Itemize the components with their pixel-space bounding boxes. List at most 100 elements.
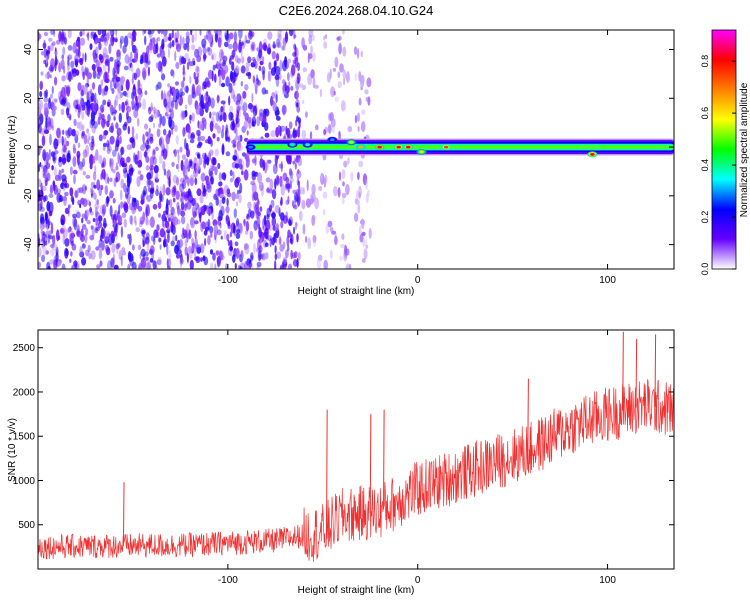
spectrogram-noise-cell (250, 252, 254, 262)
spectrogram-hotspot (305, 143, 310, 147)
spectrogram-noise-cell (289, 30, 294, 37)
spectrogram-noise-cell (91, 135, 94, 140)
spectrogram-noise-cell (180, 91, 185, 97)
spectrogram-noise-cell (107, 114, 111, 123)
spectrogram-noise-cell (168, 116, 173, 128)
spectrogram-noise-cell (287, 263, 293, 269)
spectrogram-noise-cell (202, 81, 207, 87)
spectrogram-noise-cell (179, 40, 185, 48)
spectrogram-noise-cell (182, 76, 186, 82)
spectrogram-noise-cell (262, 114, 267, 125)
spectrogram-noise-cell (159, 45, 162, 56)
spectrogram-noise-cell (62, 46, 66, 56)
spectrogram-noise-cell (250, 41, 255, 53)
spectrogram-noise-cell (81, 243, 86, 249)
spectrogram-noise-cell (317, 254, 323, 261)
spectrogram-noise-cell (208, 137, 213, 145)
spectrogram-noise-cell (342, 69, 347, 81)
spectrogram-noise-cell (223, 230, 227, 240)
spectrogram-noise-cell (128, 56, 131, 66)
spectrogram-noise-cell (146, 178, 151, 188)
spectrogram-noise-cell (115, 176, 118, 183)
spectrogram-noise-cell (262, 43, 267, 51)
spectrogram-noise-cell (219, 48, 224, 61)
spectrogram-noise-cell (323, 35, 326, 41)
spectrogram-noise-cell (176, 201, 180, 210)
spectrogram-noise-cell (304, 235, 308, 243)
spectrogram-noise-cell (236, 189, 241, 195)
spectrogram-noise-cell (129, 167, 135, 173)
spectrogram-noise-cell (288, 121, 293, 130)
spectrogram-noise-cell (175, 190, 180, 200)
spectrogram-noise-cell (79, 203, 82, 209)
spectrogram-noise-cell (194, 256, 200, 261)
spectrogram-noise-cell (133, 72, 138, 81)
spectrogram-noise-cell (299, 186, 304, 195)
spectrogram-noise-cell (227, 220, 231, 227)
spectrogram-noise-cell (139, 216, 145, 225)
spectrogram-noise-cell (253, 242, 256, 254)
spectrogram-noise-cell (334, 96, 340, 103)
spectrogram-noise-cell (61, 168, 65, 173)
spectrogram-noise-cell (251, 92, 254, 103)
spectrogram-noise-cell (168, 46, 170, 59)
spectrogram-noise-cell (175, 234, 178, 242)
spectrogram-noise-cell (137, 205, 143, 212)
spectrogram-noise-cell (240, 262, 245, 269)
spectrogram-noise-cell (89, 43, 93, 50)
spectrogram-noise-cell (286, 154, 291, 165)
spectrogram-noise-cell (281, 264, 287, 269)
spectrogram-noise-cell (221, 124, 225, 132)
spectrogram-noise-cell (172, 235, 176, 242)
spectrogram-noise-cell (311, 34, 315, 42)
spectrogram-noise-cell (155, 189, 160, 197)
spectrogram-noise-cell (71, 68, 77, 74)
spectrogram-noise-cell (171, 186, 176, 198)
spectrogram-noise-cell (149, 188, 154, 199)
spectrogram-noise-cell (234, 121, 240, 128)
spectrogram-noise-cell (323, 259, 328, 269)
spectrogram-noise-cell (176, 164, 179, 170)
spectrogram-noise-cell (137, 244, 142, 251)
spectrogram-noise-cell (97, 30, 102, 36)
spectrogram-noise-cell (267, 235, 273, 242)
spectrogram-noise-cell (361, 258, 366, 263)
spectrogram-noise-cell (345, 263, 351, 269)
spectrogram-noise-cell (130, 142, 133, 150)
spectrogram-noise-cell (327, 123, 332, 134)
spectrogram-noise-cell (38, 99, 43, 111)
spectrogram-noise-cell (149, 44, 153, 54)
spectrogram-noise-cell (134, 154, 138, 165)
spectrogram-noise-cell (123, 182, 127, 193)
spectrogram-noise-cell (359, 233, 364, 243)
spectrogram-noise-cell (97, 84, 102, 96)
spectrogram-noise-cell (244, 84, 249, 91)
spectrogram-noise-cell (233, 123, 237, 134)
snr-spike (527, 378, 529, 451)
spectrogram-noise-cell (84, 233, 88, 244)
spectrogram-noise-cell (114, 82, 117, 89)
spectrogram-noise-cell (115, 122, 119, 129)
spectrogram-noise-cell (221, 62, 226, 67)
spectrogram-noise-cell (253, 112, 256, 122)
spectrogram-noise-cell (124, 93, 128, 98)
spectrogram-noise-cell (180, 210, 186, 217)
spectrogram-noise-cell (272, 101, 277, 112)
spectrogram-noise-cell (86, 106, 90, 117)
spectrogram-noise-cell (113, 230, 117, 237)
spectrogram-noise-cell (158, 237, 162, 243)
spectrogram-noise-cell (111, 87, 115, 95)
spectrogram-noise-cell (147, 179, 152, 186)
spectrogram-noise-cell (275, 75, 280, 88)
spectrogram-noise-cell (196, 246, 202, 254)
spectrogram-noise-cell (137, 100, 142, 109)
spectrogram-noise-cell (159, 186, 163, 194)
spectrogram-noise-cell (153, 108, 159, 119)
spectrogram-noise-cell (196, 55, 202, 63)
spectrogram-noise-cell (167, 231, 170, 243)
spectrogram-noise-cell (81, 213, 86, 219)
spectrogram-noise-cell (157, 257, 162, 264)
spectrogram-noise-cell (274, 260, 277, 269)
spectrogram-noise-cell (90, 110, 96, 122)
spectrogram-noise-cell (78, 39, 81, 52)
